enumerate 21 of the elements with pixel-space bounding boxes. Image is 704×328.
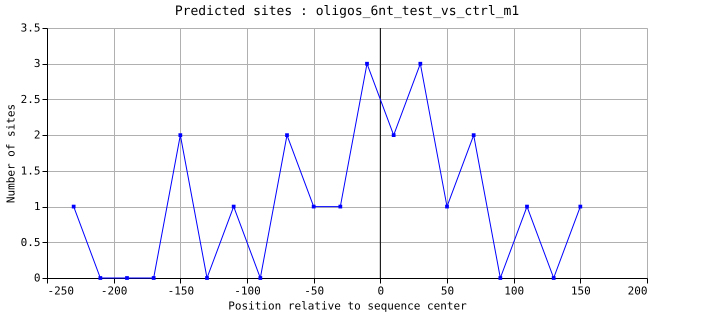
x-tick-label: 100 [504, 284, 524, 298]
x-tick-label: -250 [48, 284, 74, 298]
y-tick-label: 2 [34, 128, 40, 142]
chart-title: Predicted sites : oligos_6nt_test_vs_ctrl_m1 [174, 4, 520, 19]
x-axis-title: Position relative to sequence center [228, 300, 468, 312]
y-tick-label: 1 [34, 200, 40, 214]
x-tick-label: 200 [628, 284, 648, 298]
x-tick-label: -100 [234, 284, 261, 298]
y-tick-label: 2.5 [20, 92, 40, 106]
x-tick-label: 150 [570, 284, 591, 298]
y-axis-title: Number of sites [4, 104, 18, 204]
y-tick-label: 3.5 [20, 22, 40, 34]
x-tick-label: -150 [168, 284, 194, 298]
x-tick-label: -50 [304, 284, 324, 298]
y-tick-label: 1.5 [20, 164, 40, 178]
x-tick-label: 50 [440, 284, 454, 298]
x-tick-label: 0 [378, 284, 384, 298]
y-tick-label: 0 [34, 272, 40, 284]
y-tick-label: 0.5 [20, 236, 40, 249]
y-tick-label: 3 [34, 57, 40, 70]
x-tick-label: -200 [100, 284, 128, 298]
